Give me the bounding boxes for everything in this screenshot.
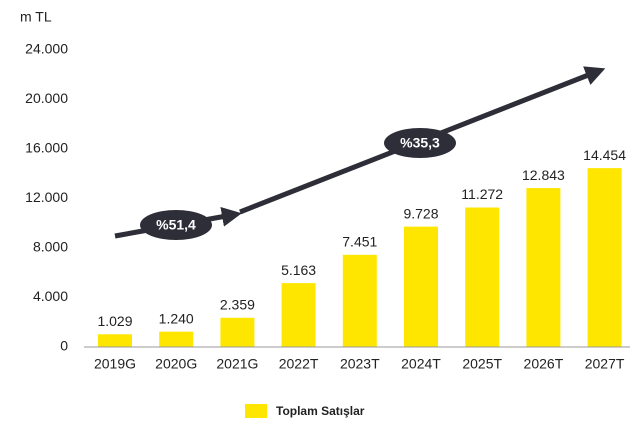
annotation-badge (140, 210, 212, 240)
x-tick-label: 2021G (216, 356, 258, 372)
x-tick-label: 2024T (401, 356, 441, 372)
value-label: 7.451 (342, 233, 377, 249)
x-tick-label: 2027T (585, 356, 625, 372)
bar (404, 226, 438, 347)
x-tick-label: 2026T (524, 356, 564, 372)
bar (342, 254, 377, 347)
y-tick-label: 20.000 (25, 90, 68, 106)
annotation-badge (384, 128, 456, 158)
bar (281, 283, 316, 347)
y-tick-label: 8.000 (33, 239, 68, 255)
value-label: 11.272 (461, 186, 503, 202)
value-label: 1.029 (97, 313, 132, 329)
bar (526, 188, 561, 347)
x-tick-label: 2022T (279, 356, 319, 372)
x-tick-label: 2023T (340, 356, 380, 372)
x-tick-label: 2019G (94, 356, 136, 372)
bar (159, 331, 194, 347)
value-label: 14.454 (583, 147, 626, 163)
bar (465, 207, 500, 347)
value-label: 12.843 (522, 167, 565, 183)
bar (220, 317, 255, 347)
y-tick-label: 12.000 (25, 189, 68, 205)
legend-swatch (245, 404, 267, 418)
annotation: %51,4 (156, 217, 196, 233)
y-tick-label: 16.000 (25, 140, 68, 156)
legend-label: Toplam Satışlar (276, 404, 365, 418)
bar (98, 334, 132, 347)
y-axis-label: m TL (20, 9, 52, 25)
value-label: 9.728 (403, 205, 438, 221)
value-label: 1.240 (159, 310, 194, 326)
value-label: 2.359 (220, 297, 255, 313)
value-label: 5.163 (281, 262, 316, 278)
x-tick-label: 2025T (462, 356, 502, 372)
x-tick-label: 2020G (155, 356, 197, 372)
y-tick-label: 0 (60, 338, 68, 354)
bar (587, 168, 622, 347)
y-tick-label: 4.000 (33, 288, 68, 304)
y-tick-label: 24.000 (25, 41, 68, 57)
annotation: %35,3 (400, 135, 440, 151)
